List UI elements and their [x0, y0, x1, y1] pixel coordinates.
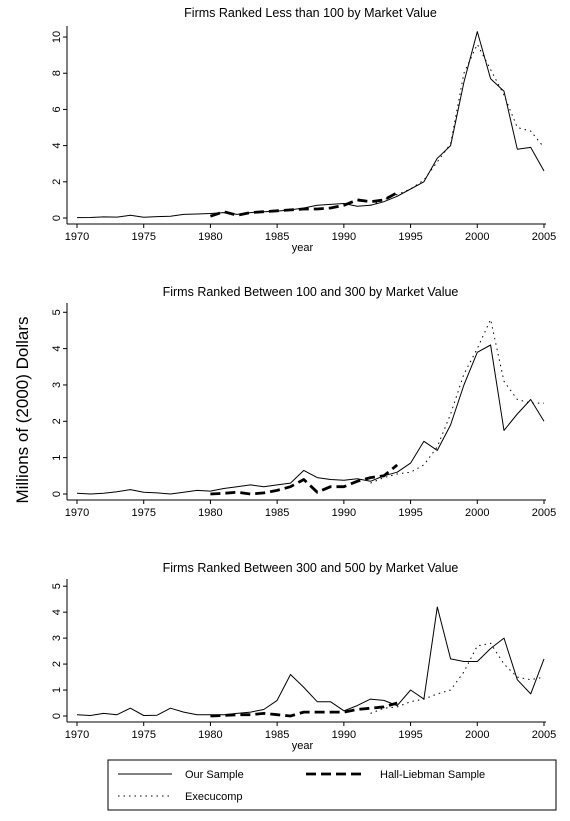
panel-title: Firms Ranked Between 100 and 300 by Mark…: [163, 285, 459, 299]
x-tick-label: 1975: [131, 231, 155, 243]
legend-label-our-sample: Our Sample: [185, 769, 244, 781]
x-tick-label: 2005: [532, 729, 556, 741]
y-tick-label: 1: [51, 455, 63, 461]
y-tick-label: 10: [51, 31, 63, 43]
x-axis-label: year: [292, 242, 314, 254]
panel-middle: Firms Ranked Between 100 and 300 by Mark…: [51, 285, 556, 519]
series-line-execucomp: [370, 43, 545, 206]
y-tick-label: 3: [51, 382, 63, 388]
x-tick-label: 2000: [465, 231, 489, 243]
x-tick-label: 1995: [398, 231, 422, 243]
series-line-hall-liebman-sample: [210, 463, 399, 496]
x-tick-label: 1985: [265, 729, 289, 741]
y-tick-label: 2: [51, 661, 63, 667]
y-tick-label: 8: [51, 70, 63, 76]
y-tick-label: 5: [51, 309, 63, 315]
x-tick-label: 1980: [198, 231, 222, 243]
y-tick-label: 2: [51, 418, 63, 424]
x-tick-label: 2005: [532, 231, 556, 243]
y-tick-label: 4: [51, 346, 63, 352]
series-line-hall-liebman-sample: [210, 701, 398, 718]
panel-top: Firms Ranked Less than 100 by Market Val…: [51, 6, 556, 254]
x-tick-label: 1990: [332, 729, 356, 741]
y-tick-label: 3: [51, 635, 63, 641]
x-tick-label: 1980: [198, 729, 222, 741]
series-line-our-sample: [76, 344, 545, 495]
x-tick-label: 2005: [532, 507, 556, 519]
y-tick-label: 0: [51, 215, 63, 221]
y-tick-label: 1: [51, 687, 63, 693]
x-tick-label: 1985: [265, 507, 289, 519]
panel-bottom: Firms Ranked Between 300 and 500 by Mark…: [51, 561, 556, 752]
series-line-execucomp: [370, 319, 544, 484]
y-tick-label: 0: [51, 713, 63, 719]
legend: Our Sample Hall-Liebman Sample Execucomp: [107, 759, 557, 811]
y-tick-label: 0: [51, 491, 63, 497]
x-axis-label: year: [292, 740, 314, 752]
x-tick-label: 1970: [65, 507, 89, 519]
x-tick-label: 1975: [131, 729, 155, 741]
series-line-our-sample: [76, 606, 545, 716]
legend-label-execucomp: Execucomp: [185, 791, 242, 803]
x-tick-label: 1990: [332, 231, 356, 243]
y-tick-label: 4: [51, 143, 63, 149]
legend-box: [107, 759, 557, 811]
series-line-our-sample: [76, 31, 545, 219]
x-tick-label: 1995: [398, 507, 422, 519]
x-tick-label: 2000: [465, 507, 489, 519]
x-tick-label: 1975: [131, 507, 155, 519]
series-line-hall-liebman-sample: [209, 191, 398, 218]
y-tick-label: 2: [51, 179, 63, 185]
y-tick-label: 4: [51, 609, 63, 615]
x-tick-label: 1985: [265, 231, 289, 243]
legend-label-hall-liebman: Hall-Liebman Sample: [380, 769, 485, 781]
x-tick-label: 1990: [332, 507, 356, 519]
panel-title: Firms Ranked Less than 100 by Market Val…: [184, 6, 437, 20]
x-tick-label: 2000: [465, 729, 489, 741]
x-tick-label: 1980: [198, 507, 222, 519]
y-tick-label: 6: [51, 106, 63, 112]
x-tick-label: 1970: [65, 231, 89, 243]
y-tick-label: 5: [51, 583, 63, 589]
panel-title: Firms Ranked Between 300 and 500 by Mark…: [163, 561, 459, 575]
x-tick-label: 1995: [398, 729, 422, 741]
y-axis-label: Millions of (2000) Dollars: [13, 316, 32, 503]
x-tick-label: 1970: [65, 729, 89, 741]
